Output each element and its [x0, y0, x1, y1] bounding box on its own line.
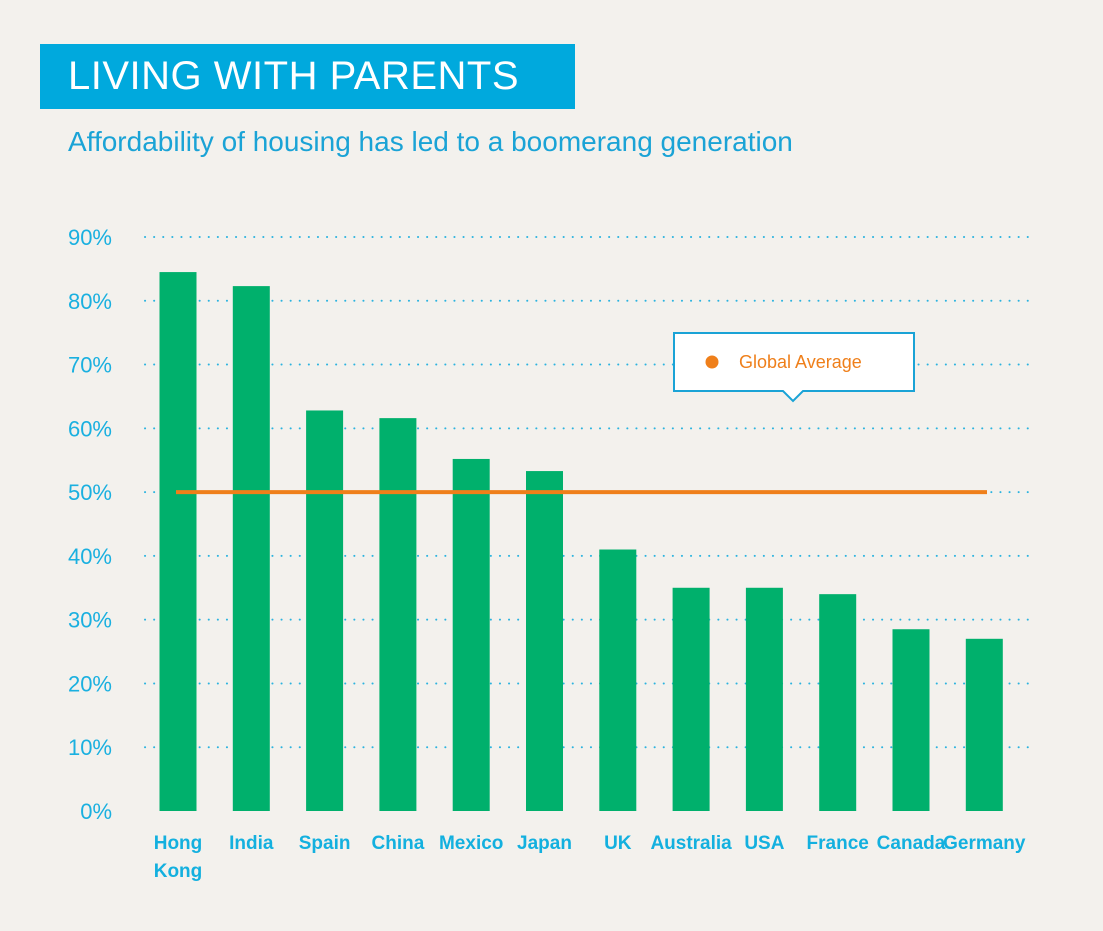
- x-tick-label: India: [229, 833, 274, 854]
- bars: [159, 272, 1003, 812]
- y-tick-label: 60%: [68, 416, 112, 441]
- x-tick-label: UK: [604, 833, 632, 854]
- x-tick-label: Japan: [517, 833, 572, 854]
- legend-marker: [705, 355, 719, 369]
- bar: [452, 458, 490, 811]
- bar: [526, 471, 563, 811]
- y-tick-label: 0%: [80, 799, 112, 824]
- x-tick-label: Spain: [299, 833, 351, 854]
- x-tick-label: France: [807, 833, 869, 854]
- y-tick-label: 10%: [68, 735, 112, 760]
- x-tick-label: Canada: [877, 833, 946, 854]
- y-tick-label: 90%: [68, 225, 112, 250]
- y-tick-label: 50%: [68, 480, 112, 505]
- legend: Global Average: [673, 332, 915, 403]
- bar: [159, 272, 197, 812]
- y-axis-ticks: 0% 10% 20% 30% 40% 50% 60% 70% 80% 90%: [68, 225, 112, 824]
- chart-subtitle: Affordability of housing has led to a bo…: [68, 126, 793, 157]
- chart-title: LIVING WITH PARENTS: [68, 54, 520, 98]
- bar: [745, 587, 783, 811]
- y-tick-label: 40%: [68, 544, 112, 569]
- x-tick-label: Germany: [943, 833, 1026, 854]
- x-axis-ticks: Hong Kong India Spain China Mexico Japan UK Aust…: [154, 833, 1026, 882]
- bar: [306, 410, 344, 811]
- y-tick-label: 80%: [68, 289, 112, 314]
- legend-label: Global Average: [739, 352, 862, 372]
- title-banner: LIVING WITH PARENTS: [40, 44, 575, 109]
- bar: [379, 418, 417, 811]
- x-tick-label: Mexico: [439, 833, 503, 854]
- x-tick-label: China: [372, 833, 425, 854]
- bar: [672, 587, 710, 811]
- bar: [599, 549, 637, 811]
- bar: [892, 629, 930, 811]
- y-tick-label: 30%: [68, 608, 112, 633]
- bar: [965, 638, 1003, 811]
- bar: [232, 286, 270, 811]
- x-tick-label: Australia: [650, 833, 732, 854]
- x-tick-label: Hong Kong: [154, 833, 203, 882]
- y-tick-label: 70%: [68, 353, 112, 378]
- bar: [819, 594, 857, 811]
- y-tick-label: 20%: [68, 671, 112, 696]
- legend-box: [673, 332, 915, 403]
- x-tick-label: USA: [744, 833, 784, 854]
